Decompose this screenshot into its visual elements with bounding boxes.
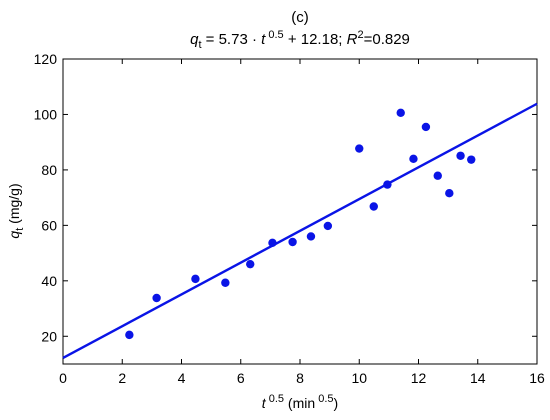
x-tick-label: 14 bbox=[470, 370, 486, 386]
x-label-unit: (min bbox=[284, 395, 315, 411]
data-point bbox=[355, 144, 364, 153]
y-label-subscript: t bbox=[14, 228, 26, 231]
x-label-close: ) bbox=[334, 395, 339, 411]
title-r-superscript: 2 bbox=[357, 29, 363, 41]
x-tick-label: 16 bbox=[529, 370, 545, 386]
y-label-var: q bbox=[6, 231, 22, 239]
title-t: t bbox=[261, 31, 266, 48]
fit-line bbox=[62, 102, 538, 360]
x-label-var: t bbox=[262, 395, 267, 411]
data-point bbox=[268, 238, 277, 248]
title-r: R bbox=[347, 31, 358, 48]
x-label-superscript-1: 0.5 bbox=[266, 393, 284, 405]
x-axis-label: t 0.5 (min 0.5) bbox=[262, 393, 338, 411]
x-axis-ticks: 0 2 4 6 8 10 12 14 16 bbox=[59, 59, 545, 386]
title-q-subscript: t bbox=[198, 39, 201, 51]
data-point bbox=[288, 237, 297, 247]
y-tick-label: 80 bbox=[41, 162, 57, 178]
x-tick-label: 8 bbox=[296, 370, 304, 386]
data-points bbox=[125, 108, 476, 340]
title-eq-end: + 12.18; bbox=[284, 31, 347, 48]
data-point bbox=[191, 274, 200, 284]
x-tick-label: 6 bbox=[237, 370, 245, 386]
data-point bbox=[246, 259, 255, 269]
y-label-unit: (mg/g) bbox=[6, 183, 22, 227]
x-tick-label: 4 bbox=[178, 370, 186, 386]
y-tick-label: 20 bbox=[41, 328, 57, 344]
title-q: q bbox=[190, 31, 199, 48]
data-point bbox=[306, 232, 316, 241]
data-point bbox=[221, 278, 230, 287]
data-point bbox=[433, 171, 442, 180]
x-tick-label: 10 bbox=[351, 370, 367, 386]
x-tick-label: 12 bbox=[411, 370, 427, 386]
data-point bbox=[323, 221, 333, 231]
data-point bbox=[409, 154, 418, 164]
y-tick-label: 120 bbox=[34, 51, 58, 67]
chart-title: qt = 5.73 · t 0.5 + 12.18; R2=0.829 bbox=[190, 29, 410, 51]
y-tick-label: 100 bbox=[34, 106, 58, 122]
title-eq-mid: = 5.73 · bbox=[202, 31, 262, 48]
data-point bbox=[383, 180, 392, 189]
panel-label: (c) bbox=[291, 9, 309, 26]
data-point bbox=[421, 122, 431, 132]
title-r-value: =0.829 bbox=[364, 31, 410, 48]
plot-frame bbox=[62, 58, 538, 365]
y-tick-label: 60 bbox=[41, 217, 57, 233]
data-point bbox=[456, 151, 465, 160]
data-point bbox=[396, 108, 405, 117]
y-axis-ticks: 20 40 60 80 100 120 bbox=[34, 51, 537, 344]
y-tick-label: 40 bbox=[41, 273, 57, 289]
x-label-superscript-2: 0.5 bbox=[315, 393, 333, 405]
title-t-superscript: 0.5 bbox=[265, 29, 283, 41]
x-tick-label: 2 bbox=[118, 370, 126, 386]
data-point bbox=[125, 330, 134, 340]
data-point bbox=[445, 189, 454, 198]
data-point bbox=[369, 202, 378, 211]
data-point bbox=[152, 293, 161, 303]
y-axis-label: qt (mg/g) bbox=[6, 183, 26, 238]
x-tick-label: 0 bbox=[59, 370, 67, 386]
data-point bbox=[467, 155, 476, 164]
